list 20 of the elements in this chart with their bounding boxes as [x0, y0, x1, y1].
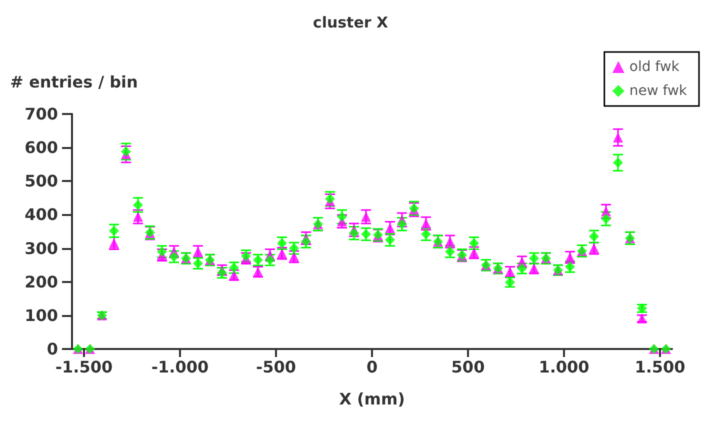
legend-label: new fwk — [629, 83, 688, 99]
y-tick-label: 400 — [24, 205, 58, 224]
y-tick-label: 200 — [24, 272, 58, 292]
y-tick-label: 500 — [24, 172, 58, 191]
y-tick-label: 300 — [24, 238, 58, 258]
x-tick-label: 500 — [451, 358, 485, 376]
x-tick-label: 1.000 — [538, 358, 590, 376]
chart-title: cluster X — [312, 14, 389, 32]
x-axis-title: X (mm) — [339, 390, 405, 408]
x-tick-label: -500 — [256, 358, 296, 376]
y-tick-label: 100 — [24, 306, 58, 325]
x-tick-label: -1.500 — [55, 358, 113, 376]
y-tick-label: 700 — [24, 104, 58, 124]
x-tick-label: 0 — [366, 358, 378, 376]
y-tick-label: 600 — [24, 138, 58, 158]
x-tick-label: -1.000 — [151, 358, 209, 376]
legend-label: old fwk — [629, 59, 680, 75]
x-tick-label: 1.500 — [634, 358, 686, 376]
y-tick-label: 0 — [46, 340, 58, 358]
y-axis-title: # entries / bin — [10, 72, 138, 92]
